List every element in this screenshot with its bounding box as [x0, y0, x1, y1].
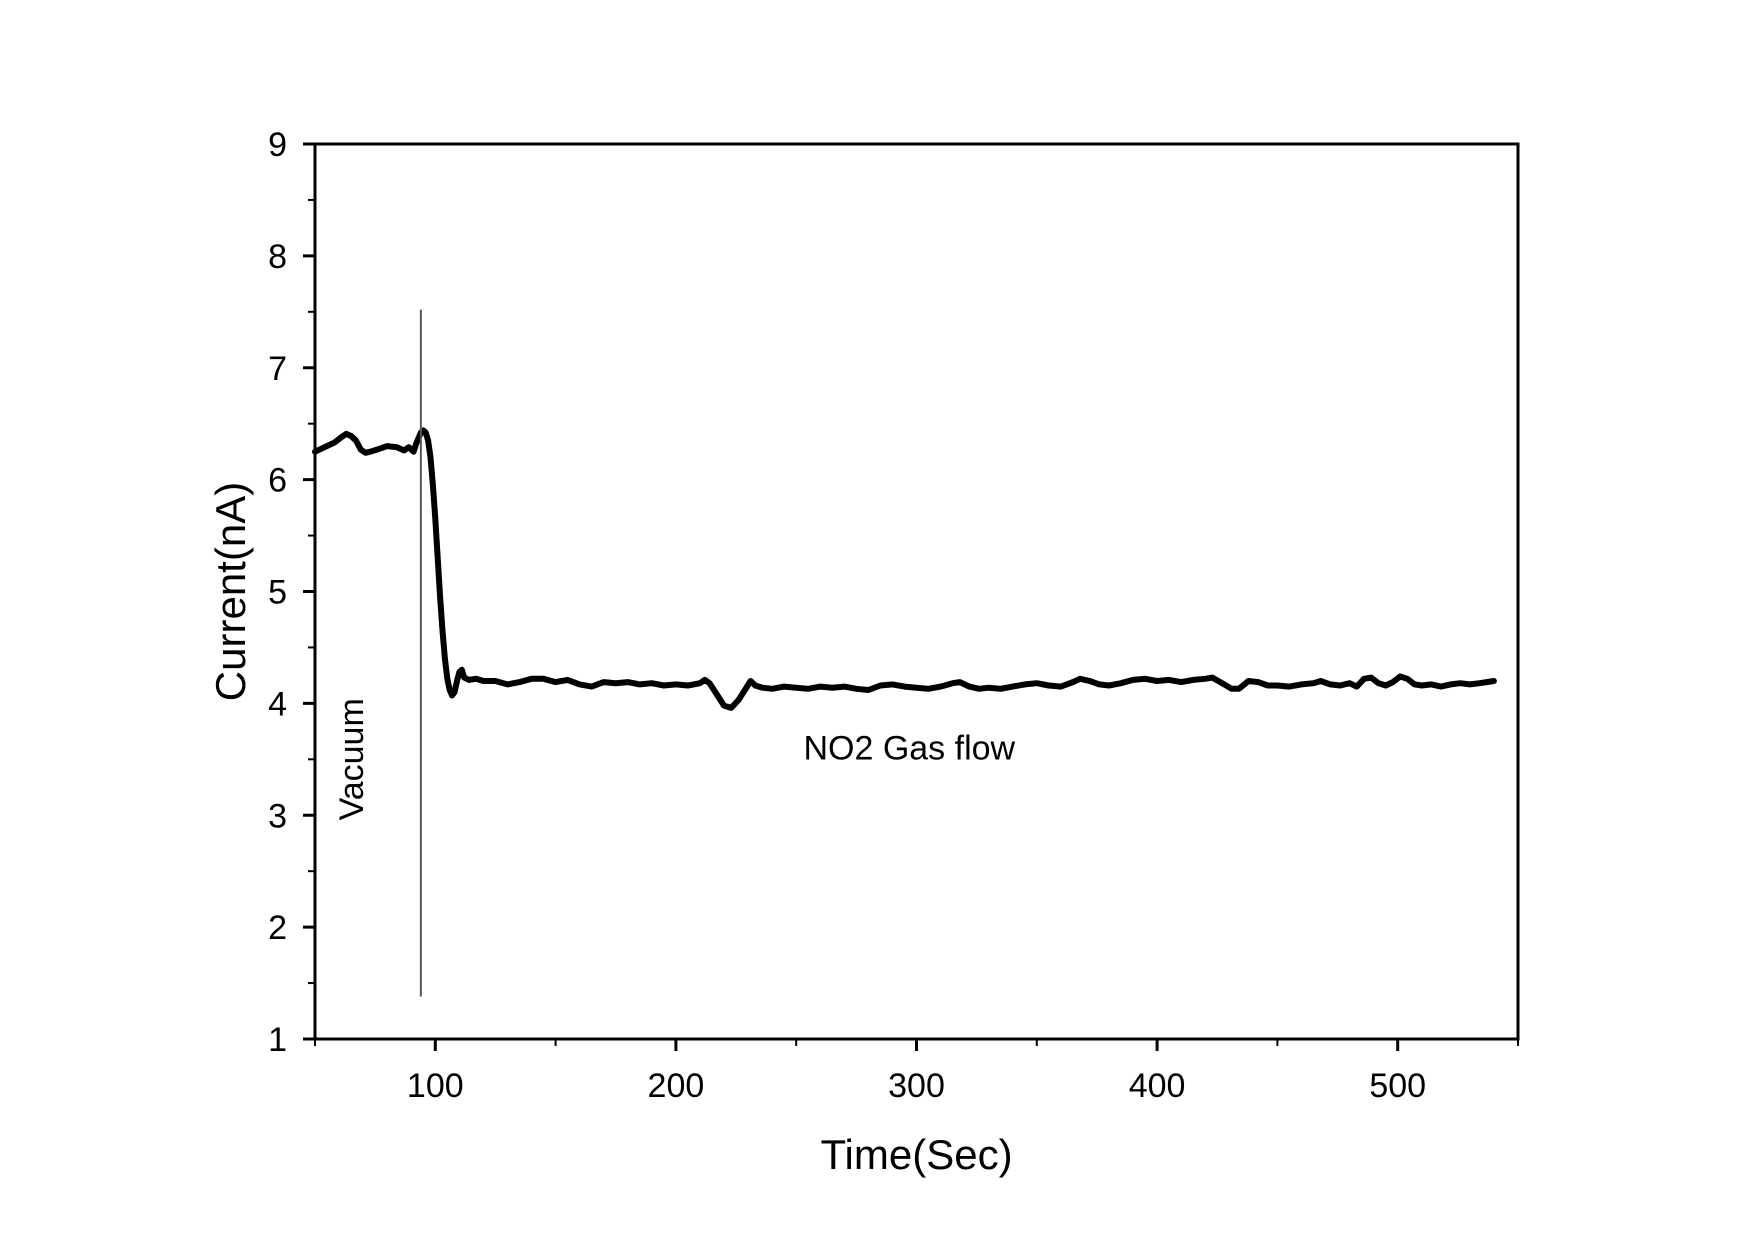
y-tick-label: 7: [268, 350, 287, 388]
y-tick-label: 2: [268, 909, 287, 947]
x-tick-label: 400: [1129, 1067, 1186, 1105]
series-line: [312, 427, 1497, 711]
y-tick-label: 8: [268, 238, 287, 276]
x-tick-label: 500: [1369, 1067, 1426, 1105]
x-tick-label: 200: [648, 1067, 705, 1105]
y-tick-label: 9: [268, 126, 287, 164]
y-tick-label: 5: [268, 574, 287, 612]
y-tick-label: 4: [268, 685, 287, 723]
y-tick-label: 6: [268, 462, 287, 500]
x-axis-ticks: 100 200 300 400 500: [314, 1039, 1519, 1105]
plot-area: [312, 309, 1497, 997]
x-tick-label: 100: [407, 1067, 464, 1105]
annotation-no2: NO2 Gas flow: [803, 729, 1015, 767]
x-tick-label: 300: [888, 1067, 945, 1105]
annotation-vacuum: Vacuum: [333, 698, 371, 820]
y-axis-label: Current(nA): [207, 482, 254, 701]
x-axis-label: Time(Sec): [820, 1131, 1012, 1178]
axes-frame: [313, 142, 1520, 1041]
y-tick-label: 3: [268, 797, 287, 835]
y-axis-ticks: 1 2 3 4 5 6 7 8 9: [268, 126, 315, 1059]
y-tick-label: 1: [268, 1021, 287, 1059]
annotations: Vacuum NO2 Gas flow: [333, 698, 1015, 820]
